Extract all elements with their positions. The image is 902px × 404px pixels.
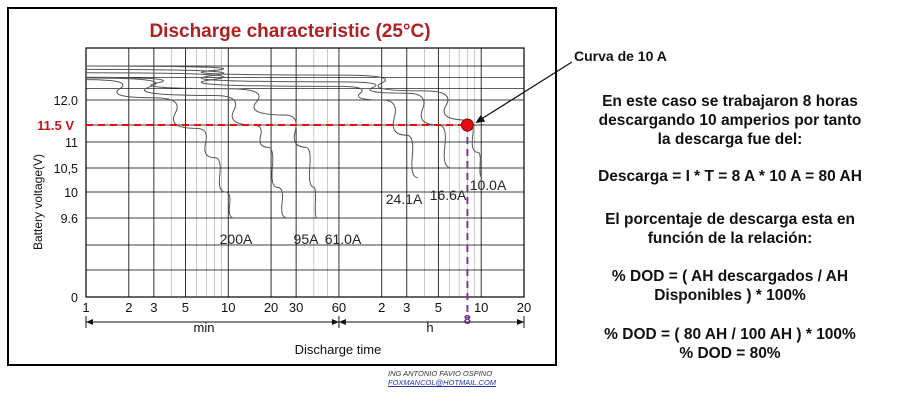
- x-tick-label: 60: [332, 300, 346, 315]
- x-tick-label: 20: [264, 300, 278, 315]
- chart-title: Discharge characteristic (25°C): [149, 21, 430, 42]
- x-tick-label: 20: [517, 300, 531, 315]
- y-axis-label: Battery voltage(V): [31, 154, 45, 250]
- y-tick-label: 10: [64, 186, 78, 200]
- min-range-arrow-head: [331, 319, 339, 325]
- series-label: 61.0A: [325, 231, 362, 247]
- y-tick-label: 0: [71, 291, 78, 305]
- callout-arrow: [481, 61, 573, 120]
- explanation-paragraph: En este caso se trabajaron 8 horas desca…: [560, 92, 900, 149]
- x-tick-label: 5: [435, 300, 442, 315]
- h-range-arrow-head: [517, 319, 524, 325]
- x-tick-label: 1: [82, 300, 89, 315]
- x-tick-label: 2: [125, 300, 132, 315]
- dod-line: función de la relación:: [647, 230, 813, 247]
- h-range-arrow-head: [338, 319, 346, 325]
- callout-label: Curva de 10 A: [574, 48, 667, 64]
- dod-line: El porcentaje de descarga esta en: [605, 211, 855, 228]
- x-tick-label: 5: [182, 300, 189, 315]
- series-label: 24.1A: [386, 191, 423, 207]
- x-tick-label: 3: [403, 300, 410, 315]
- chart-frame: [7, 7, 557, 366]
- y-tick-label: 12.0: [54, 94, 78, 108]
- y-tick-label: 11: [65, 136, 78, 150]
- x-tick-label: 10: [474, 300, 488, 315]
- dod-result: % DOD = ( 80 AH / 100 AH ) * 100% % DOD …: [560, 325, 900, 363]
- credit-email-link[interactable]: FOXMANCOL@HOTMAIL.COM: [388, 378, 497, 387]
- series-line-200A: [85, 79, 235, 219]
- series-label: 95A: [294, 231, 320, 247]
- y-tick-label: 9.6: [61, 212, 78, 226]
- series-line-16-6A: [85, 68, 452, 169]
- x-unit-min: min: [194, 320, 215, 335]
- x-tick-label: 2: [378, 300, 385, 315]
- x-tick-label: 10: [221, 300, 235, 315]
- x-tick-label: 30: [289, 300, 303, 315]
- series-line-95A: [85, 77, 288, 219]
- x-tick-label: 3: [150, 300, 157, 315]
- dod-result-line: % DOD = 80%: [679, 345, 781, 362]
- explanation-line: descargando 10 amperios por tanto: [598, 112, 862, 129]
- highlight-point: [460, 118, 474, 132]
- callout-arrow-head: [475, 114, 486, 123]
- x-unit-h: h: [426, 320, 433, 335]
- x-axis-label: Discharge time: [295, 342, 382, 357]
- series-label: 200A: [220, 231, 253, 247]
- dod-result-line: % DOD = ( 80 AH / 100 AH ) * 100%: [604, 326, 856, 343]
- dod-formula: % DOD = ( AH descargados / AH Disponible…: [560, 267, 900, 305]
- credit: ING ANTONIO FAVIO OSPINO FOXMANCOL@HOTMA…: [388, 369, 496, 387]
- series-line-10-0A: [85, 65, 483, 179]
- credit-name: ING ANTONIO FAVIO OSPINO: [388, 369, 493, 378]
- y-tick-label: 10,5: [54, 162, 78, 176]
- dod-formula-line: Disponibles ) * 100%: [654, 287, 806, 304]
- formula-line: Descarga = I * T = 8 A * 10 A = 80 AH: [598, 168, 862, 185]
- highlight-x-label: 8: [464, 312, 471, 327]
- series-label: 10.0A: [470, 177, 507, 193]
- y-tick-label: 11.5 V: [37, 118, 74, 133]
- series-label: 16.6A: [430, 187, 467, 203]
- dod-formula-line: % DOD = ( AH descargados / AH: [611, 268, 849, 285]
- explanation-line: la descarga fue del:: [657, 131, 803, 148]
- min-range-arrow-head: [86, 319, 93, 325]
- dod-paragraph: El porcentaje de descarga esta en funció…: [560, 210, 900, 248]
- discharge-formula: Descarga = I * T = 8 A * 10 A = 80 AH: [560, 167, 900, 186]
- explanation-line: En este caso se trabajaron 8 horas: [602, 93, 858, 110]
